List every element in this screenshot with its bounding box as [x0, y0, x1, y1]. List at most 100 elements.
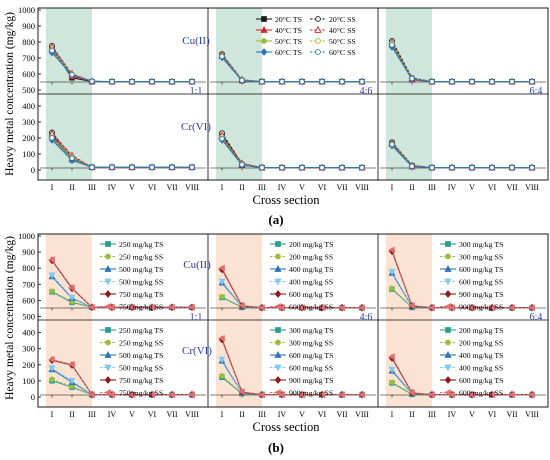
x-tick-label-b-4-1: II	[239, 410, 245, 419]
data-point-b-3-5-7	[188, 391, 195, 399]
legend-b-1-5-marker	[274, 302, 281, 311]
legend-b-0-1-marker	[105, 253, 111, 260]
y-tick-label-a-6: 600	[22, 69, 35, 79]
x-tick-label-a-4-6: VII	[336, 183, 347, 192]
legend-a-4-marker	[261, 38, 267, 44]
legend-b-0-4-marker	[104, 290, 112, 298]
legend-b-0-1-label: 250 mg/kg SS	[119, 253, 163, 262]
y-axis-label-b: Heavy metal concentration (mg/kg)	[4, 236, 16, 400]
data-point-b-0-5-2	[88, 303, 95, 311]
legend-b-5-4-label: 600 mg/kg TS	[459, 376, 503, 385]
data-point-a-4-7-1	[239, 161, 245, 168]
data-point-b-0-3-1	[68, 294, 76, 302]
legend-b-5-5-marker	[444, 388, 451, 397]
series-line-b-5-5	[391, 356, 532, 396]
shaded-region-a-1	[216, 8, 262, 94]
legend-b-0-0-label: 250 mg/kg TS	[119, 240, 163, 249]
legend-b-3-5-label: 750 mg/kg SS	[119, 389, 163, 398]
x-tick-label-a-5-3: IV	[448, 183, 457, 192]
data-point-a-5-7-4	[469, 164, 475, 171]
legend-b-2-4-marker	[444, 290, 452, 298]
x-tick-label-a-4-5: VI	[318, 183, 327, 192]
data-point-a-3-7-2	[89, 164, 95, 171]
x-tick-label-b-5-6: VII	[506, 410, 517, 419]
data-point-b-2-5-2	[428, 304, 435, 312]
data-point-b-3-5-2	[88, 391, 95, 399]
data-point-b-2-3-0	[388, 268, 396, 276]
ratio-label-b-0: 1:1	[190, 312, 203, 323]
y-tick-label-a-4: 400	[22, 101, 35, 111]
legend-a-1-marker	[315, 16, 321, 22]
x-tick-label-a-4-0: I	[221, 183, 224, 192]
legend-b-3-4-label: 750 mg/kg TS	[119, 376, 163, 385]
x-tick-label-b-4-7: VIII	[355, 410, 369, 419]
x-tick-label-b-5-0: I	[391, 410, 394, 419]
data-point-b-2-5-1	[408, 302, 415, 309]
legend-b-2-5-label: 900 mg/kg SS	[459, 303, 503, 312]
data-point-b-5-5-1	[408, 389, 415, 396]
x-tick-label-b-3-6: VII	[166, 410, 177, 419]
x-tick-label-a-5-1: II	[409, 183, 415, 192]
legend-a-2-label: 40°C TS	[275, 26, 302, 35]
data-point-a-5-7-1	[409, 163, 415, 169]
x-tick-label-b-4-0: I	[221, 410, 224, 419]
legend-b-2-0-marker	[445, 241, 451, 247]
data-point-a-4-7-2	[259, 164, 265, 171]
x-tick-label-a-3-5: VI	[148, 183, 157, 192]
data-point-a-4-7-5	[319, 164, 325, 171]
data-point-a-1-7-5	[319, 78, 325, 85]
legend-b-0-2-label: 500 mg/kg TS	[119, 265, 163, 274]
legend-b-0-5-marker	[104, 302, 111, 311]
x-tick-label-b-3-4: V	[129, 410, 135, 419]
data-point-a-0-7-6	[169, 78, 175, 85]
data-point-a-1-7-0	[219, 53, 225, 60]
legend-b-4-4-marker	[274, 376, 282, 384]
data-point-b-0-5-6	[168, 303, 175, 311]
data-point-a-1-7-7	[359, 78, 365, 85]
x-tick-label-b-4-2: III	[258, 410, 266, 419]
legend-b-2-5-marker	[444, 302, 451, 311]
legend-b-5-3-marker	[444, 364, 452, 372]
data-point-b-1-5-4	[298, 304, 305, 312]
data-point-a-3-7-3	[109, 164, 115, 171]
legend-b-2-0-label: 300 mg/kg TS	[459, 240, 503, 249]
data-point-b-2-5-4	[468, 304, 475, 312]
plot-frame-b	[37, 233, 549, 408]
y-tick-label-a-5: 500	[22, 85, 35, 95]
x-tick-label-a-4-1: II	[239, 183, 245, 192]
data-point-a-0-7-2	[89, 78, 95, 85]
data-point-a-2-7-7	[529, 78, 535, 85]
legend-b-1-2-marker	[274, 265, 282, 272]
data-point-b-3-5-3	[108, 391, 115, 399]
data-point-b-1-5-6	[338, 304, 345, 312]
legend-b-2-3-label: 600 mg/kg SS	[459, 278, 503, 287]
x-tick-label-a-5-4: V	[469, 183, 475, 192]
legend-b-3-0-label: 250 mg/kg TS	[119, 326, 163, 335]
x-tick-label-b-4-5: VI	[318, 410, 327, 419]
x-tick-label-a-3-7: VIII	[185, 183, 199, 192]
legend-b-1-5-label: 600 mg/kg SS	[289, 303, 333, 312]
legend-b-5-5-label: 600 mg/kg SS	[459, 389, 503, 398]
data-point-b-4-5-5	[318, 391, 325, 399]
y-tick-label-b-3: 300	[22, 344, 35, 354]
legend-b-1-2-label: 400 mg/kg TS	[289, 265, 333, 274]
data-point-a-3-7-6	[169, 164, 175, 171]
data-point-b-5-5-6	[508, 391, 515, 399]
x-tick-label-b-5-1: II	[409, 410, 415, 419]
y-tick-label-a-7: 700	[22, 53, 35, 63]
legend-a-1-label: 20°C SS	[329, 15, 356, 24]
legend-b-2-1-marker	[445, 253, 451, 260]
data-point-b-2-5-7	[528, 304, 535, 312]
legend-b-5-1-marker	[445, 339, 451, 346]
data-point-b-3-5-1	[68, 361, 75, 368]
legend-b-5-1-label: 200 mg/kg SS	[459, 339, 503, 348]
metal-label-a-1: Cu(II)	[182, 35, 210, 47]
legend-b-3-1-label: 250 mg/kg SS	[119, 339, 163, 348]
data-point-b-0-5-1	[68, 284, 75, 292]
data-point-b-2-1-0	[389, 285, 395, 292]
data-point-b-3-5-0	[48, 356, 55, 363]
ratio-label-b-2: 6:4	[530, 312, 543, 323]
data-point-a-4-7-7	[359, 164, 365, 171]
ratio-label-a-0: 1:1	[190, 86, 203, 97]
y-tick-label-a-10: 1000	[18, 5, 35, 15]
